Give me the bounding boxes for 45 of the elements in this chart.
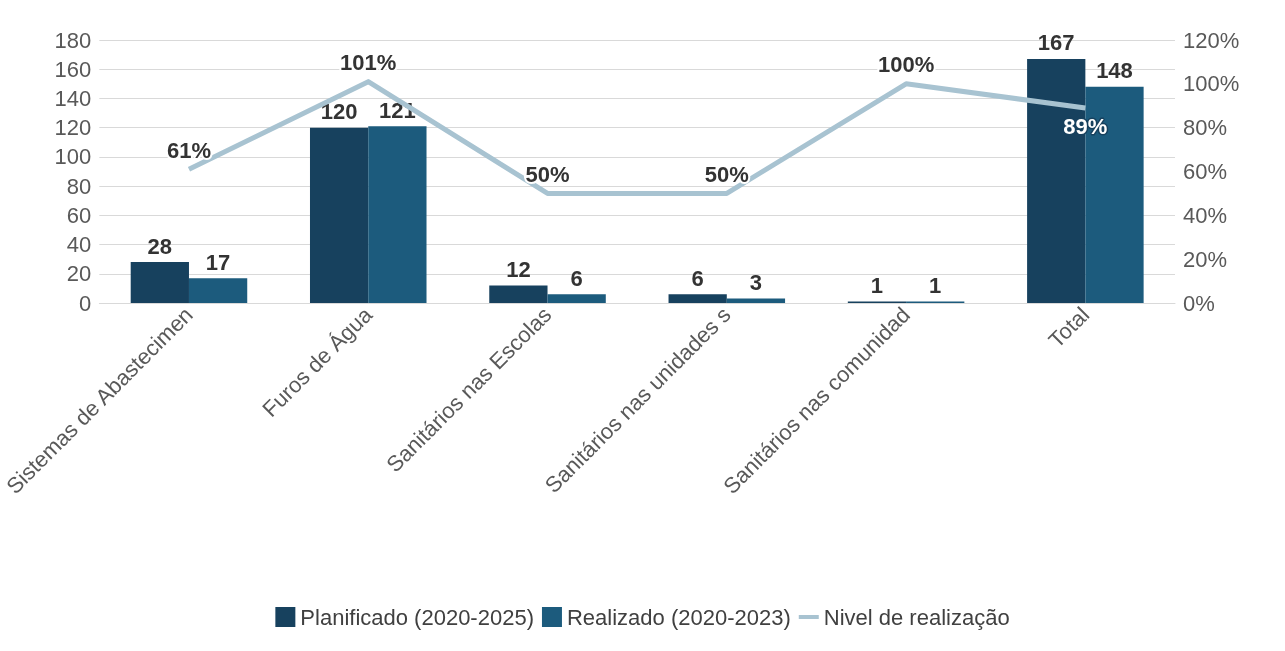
data-label: 6 <box>691 265 704 291</box>
legend-label: Realizado (2020-2023) <box>566 604 791 630</box>
data-label: 1 <box>929 273 942 299</box>
data-label: 101% <box>340 50 397 76</box>
data-label: 17 <box>205 249 231 275</box>
bar <box>726 298 786 303</box>
legend-label: Planificado (2020-2025) <box>300 604 534 630</box>
bar <box>188 278 248 303</box>
bar <box>368 126 427 303</box>
y-tick-label: 40 <box>66 232 92 258</box>
data-label: 89% <box>1063 114 1108 140</box>
bar <box>668 294 727 303</box>
y-tick-label: 120 <box>54 115 92 141</box>
data-label: 50% <box>525 161 570 187</box>
data-label: 100% <box>877 52 935 78</box>
bar <box>547 294 606 303</box>
y-tick-label: 80 <box>66 173 92 199</box>
bar <box>130 262 189 303</box>
legend-label: Nivel de realização <box>823 604 1010 630</box>
bar <box>309 127 369 303</box>
data-label: 28 <box>147 233 173 259</box>
y2-tick-label: 60% <box>1183 159 1228 184</box>
data-label: 50% <box>704 161 749 187</box>
data-label: 148 <box>1096 58 1133 84</box>
y-tick-label: 180 <box>54 27 92 53</box>
data-label: 12 <box>506 256 531 282</box>
y2-tick-label: 100% <box>1183 71 1240 97</box>
data-label: 61% <box>166 137 211 163</box>
y-tick-label: 100 <box>54 144 92 170</box>
bar <box>489 285 548 303</box>
data-label: 6 <box>570 265 583 291</box>
y-tick-label: 0 <box>79 290 92 316</box>
y2-tick-label: 80% <box>1183 115 1228 141</box>
y2-tick-label: 20% <box>1183 246 1228 272</box>
y-tick-label: 20 <box>66 261 92 287</box>
data-label: 167 <box>1037 30 1075 56</box>
y-tick-label: 160 <box>54 56 92 82</box>
data-label: 120 <box>320 99 358 125</box>
y-tick-label: 60 <box>66 202 92 228</box>
data-label: 3 <box>749 270 763 296</box>
y2-tick-label: 0% <box>1183 290 1215 316</box>
y2-tick-label: 40% <box>1183 202 1228 228</box>
data-label: 1 <box>870 273 884 299</box>
y2-tick-label: 120% <box>1183 27 1240 53</box>
y-tick-label: 140 <box>54 85 92 111</box>
